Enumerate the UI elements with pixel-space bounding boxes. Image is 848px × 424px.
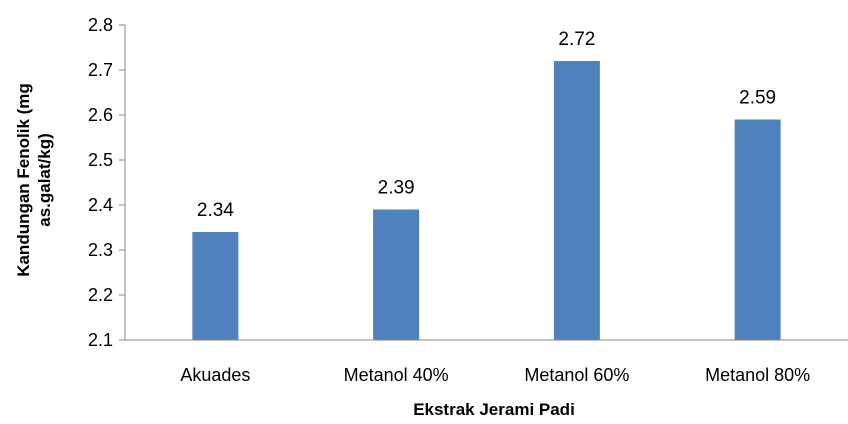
bar — [192, 232, 239, 340]
x-tick-label: Metanol 40% — [344, 365, 449, 385]
bars — [192, 61, 781, 340]
axes — [119, 25, 848, 341]
bar — [734, 119, 781, 340]
y-tick-label: 2.1 — [88, 330, 113, 350]
bar — [373, 209, 420, 340]
y-axis-title-line-1: Kandungan Fenolik (mg — [14, 83, 33, 277]
x-axis-title: Ekstrak Jerami Padi — [413, 400, 575, 419]
y-axis-title-line-2: as.galat/kg) — [35, 133, 54, 227]
x-tick-label: Akuades — [180, 365, 250, 385]
y-tick-label: 2.8 — [88, 15, 113, 35]
y-axis-ticks — [119, 24, 125, 341]
data-label: 2.72 — [558, 29, 595, 50]
data-label: 2.39 — [378, 178, 415, 199]
y-tick-label: 2.5 — [88, 150, 113, 170]
y-tick-label: 2.7 — [88, 60, 113, 80]
y-axis-title: Kandungan Fenolik (mg as.galat/kg) — [14, 83, 54, 277]
data-label: 2.34 — [197, 200, 234, 221]
data-label: 2.59 — [739, 88, 776, 109]
x-tick-label: Metanol 80% — [705, 365, 810, 385]
y-tick-label: 2.3 — [88, 240, 113, 260]
bar — [553, 61, 600, 340]
y-tick-label: 2.6 — [88, 105, 113, 125]
y-tick-label: 2.2 — [88, 285, 113, 305]
x-tick-label: Metanol 60% — [524, 365, 629, 385]
y-tick-label: 2.4 — [88, 195, 113, 215]
labels: 2.1 2.2 2.3 2.4 2.5 2.6 2.7 2.8 2.34 Akuades 2.39 M… — [88, 15, 810, 385]
